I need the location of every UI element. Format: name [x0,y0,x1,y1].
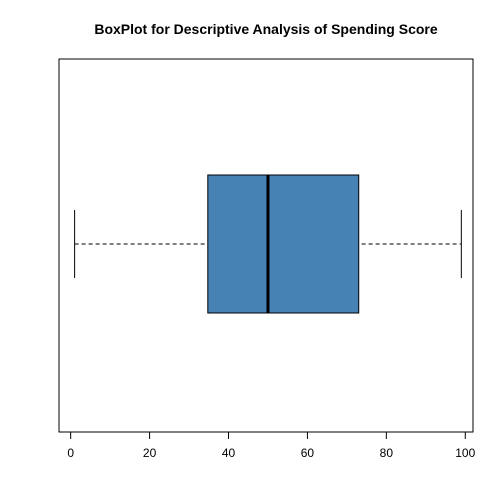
x-axis-ticks: 0 20 40 60 80 100 [67,432,476,460]
x-tick-label: 100 [455,446,475,460]
chart-title: BoxPlot for Descriptive Analysis of Spen… [94,21,438,37]
x-tick-label: 80 [380,446,394,460]
box-iqr [207,174,360,314]
x-tick-label: 20 [143,446,157,460]
x-tick-label: 0 [67,446,74,460]
x-tick-label: 60 [301,446,315,460]
x-tick-label: 40 [222,446,236,460]
